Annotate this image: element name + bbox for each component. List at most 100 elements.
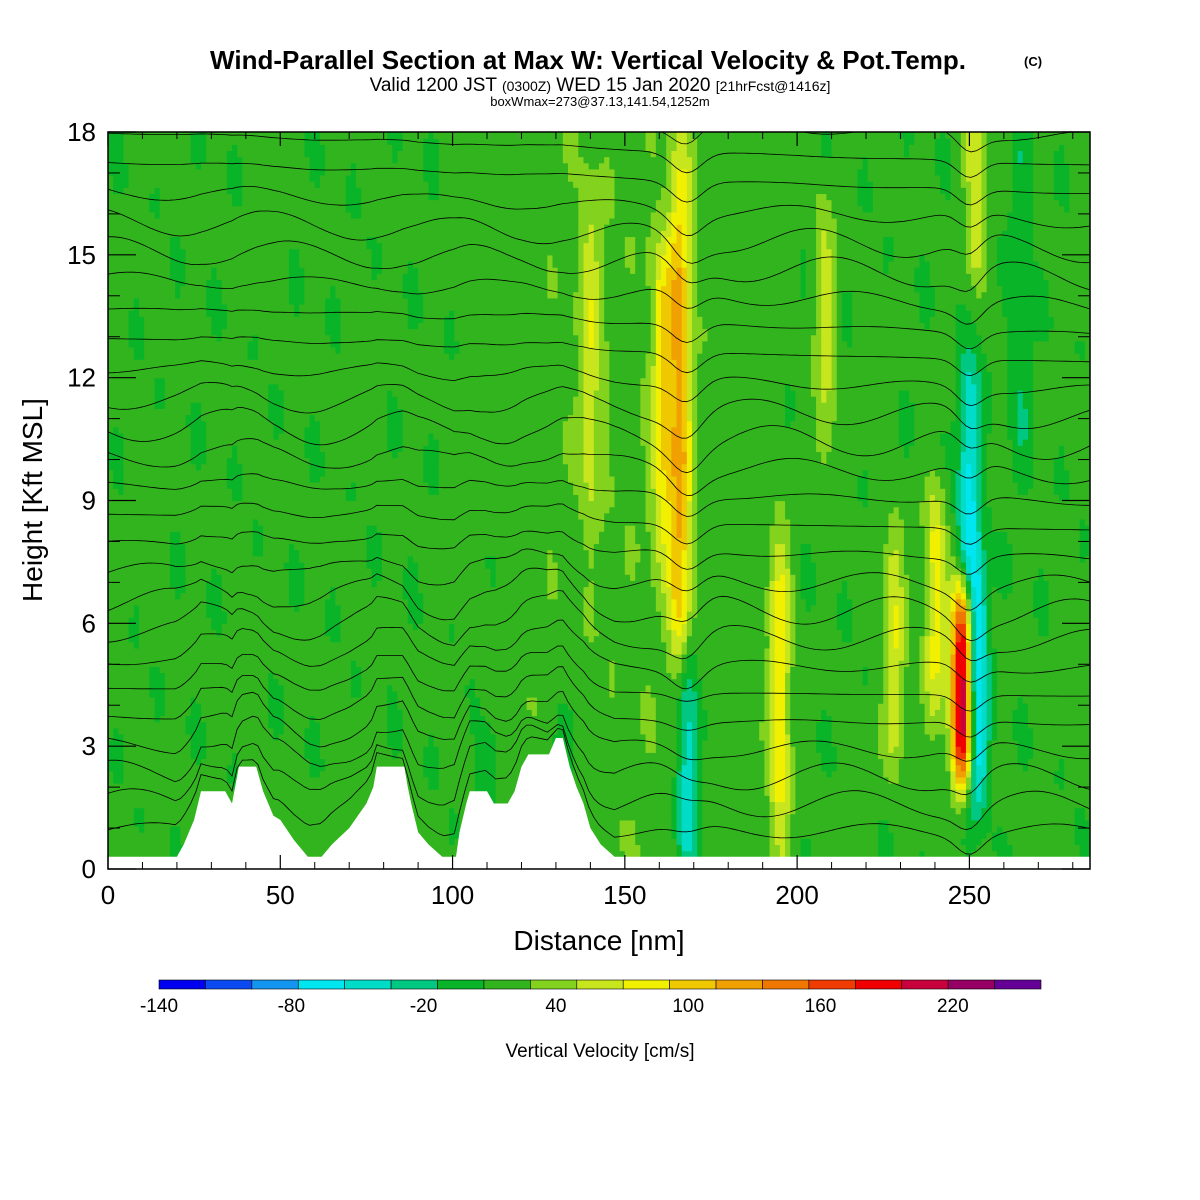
w-cell [123,525,130,532]
w-cell [149,297,156,305]
w-cell [185,611,192,618]
w-cell [221,457,228,465]
w-cell [108,267,114,274]
w-cell [195,168,202,176]
w-cell [221,402,228,409]
w-cell [252,187,259,195]
w-cell [242,334,249,342]
w-cell [247,328,254,336]
w-cell [232,445,238,452]
w-cell [257,727,264,735]
w-cell [268,488,274,495]
w-cell [185,801,192,809]
w-cell [283,168,290,176]
w-cell [283,457,290,465]
w-cell [273,316,280,323]
w-cell [180,267,187,274]
w-cell [201,475,207,483]
w-cell [128,432,135,440]
w-cell [144,187,150,195]
w-cell [309,604,316,612]
w-cell [268,408,274,416]
w-cell [216,260,223,268]
w-cell [283,217,290,225]
w-cell [180,297,187,305]
w-cell [118,727,125,735]
w-cell [159,537,166,545]
w-cell [314,697,321,704]
w-cell [314,561,321,569]
w-cell [283,813,290,821]
w-cell [211,303,218,311]
w-cell [180,647,187,655]
w-cell [221,482,228,489]
w-cell [314,819,321,827]
w-cell [294,531,300,538]
w-cell [123,733,130,741]
w-cell [185,826,192,833]
w-cell [237,254,243,262]
w-cell [139,279,145,287]
w-cell [170,568,176,575]
w-cell [185,697,192,704]
w-cell [242,181,249,188]
w-cell [257,162,264,170]
w-cell [118,531,125,538]
w-cell [221,168,228,176]
w-cell [149,776,156,784]
w-cell [195,635,202,643]
w-cell [170,813,176,821]
w-cell [268,494,274,502]
w-cell [149,654,156,661]
w-cell [247,543,254,551]
w-cell [221,641,228,649]
w-cell [221,549,228,557]
w-cell [257,666,264,674]
w-cell [123,819,130,827]
w-cell [237,586,243,594]
w-cell [268,297,274,305]
w-cell [190,764,197,772]
w-cell [128,531,135,538]
w-cell [123,346,130,354]
w-cell [299,359,305,366]
w-cell [278,285,285,293]
w-cell [144,727,150,735]
w-cell [242,475,249,483]
w-cell [247,236,254,244]
w-cell [273,328,280,336]
w-cell [319,764,326,772]
w-cell [252,506,259,514]
w-cell [180,697,187,704]
w-cell [164,764,171,772]
w-cell [139,654,145,661]
w-cell [108,555,114,563]
w-cell [252,555,259,563]
w-cell [201,420,207,428]
w-cell [128,359,135,366]
w-cell [268,144,274,152]
w-cell [237,168,243,176]
w-cell [180,684,187,692]
w-cell [190,482,197,489]
w-cell [185,770,192,778]
w-cell [232,488,238,495]
w-cell [288,445,295,452]
w-cell [314,365,321,373]
w-cell [113,150,119,158]
w-cell [216,690,223,698]
w-cell [201,469,207,477]
w-cell [128,396,135,403]
w-cell [139,611,145,618]
w-cell [190,488,197,495]
w-cell [139,629,145,637]
w-cell [242,396,249,403]
w-cell [128,494,135,502]
w-cell [304,156,311,164]
w-cell [268,236,274,244]
w-cell [108,586,114,594]
w-cell [268,641,274,649]
w-cell [211,525,218,532]
w-cell [288,518,295,526]
w-cell [237,389,243,397]
